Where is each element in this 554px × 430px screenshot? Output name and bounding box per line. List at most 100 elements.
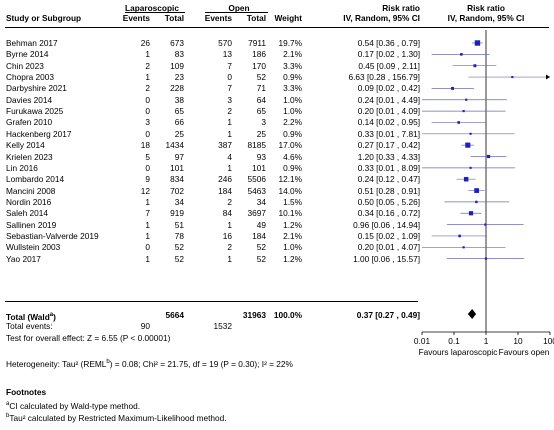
risk-ratio-ci: 0.20 [0.01 , 4.09] xyxy=(357,106,420,117)
risk-ratio-ci: 0.17 [0.02 , 1.30] xyxy=(357,49,420,60)
study-marker xyxy=(465,142,471,148)
weight-value: 19.7% xyxy=(278,38,302,48)
events-open: 2 xyxy=(227,196,232,207)
total-open: 64 xyxy=(256,94,266,105)
total-open: 34 xyxy=(256,196,266,207)
study-name: Kelly 2014 xyxy=(6,140,45,151)
risk-ratio-ci: 0.27 [0.17 , 0.42] xyxy=(357,140,420,151)
weight-value: 12.1% xyxy=(278,174,302,185)
events-laparoscopic: 3 xyxy=(145,117,150,128)
total-laparoscopic: 919 xyxy=(170,208,184,219)
weight-value: 3.3% xyxy=(283,83,302,94)
study-name: Lombardo 2014 xyxy=(6,174,65,185)
risk-ratio-ci: 0.50 [0.05 , 5.26] xyxy=(357,196,420,207)
events-open: 1 xyxy=(227,253,232,264)
x-tick-label: 10 xyxy=(513,336,523,346)
events-open: 13 xyxy=(222,49,232,60)
events-laparoscopic: 12 xyxy=(140,185,150,196)
study-marker xyxy=(469,132,472,135)
events-laparoscopic: 2 xyxy=(145,83,150,94)
x-tick-label: 0.01 xyxy=(414,336,431,346)
risk-ratio-ci: 0.33 [0.01 , 7.81] xyxy=(357,128,420,139)
events-open: 2 xyxy=(227,242,232,253)
effect-method: IV, Random, 95% CI xyxy=(343,13,420,23)
total-open: 7911 xyxy=(248,38,266,48)
total-label: Total (Walda) xyxy=(6,311,56,322)
events-open: 4 xyxy=(227,151,232,162)
total-open: 52 xyxy=(256,242,266,253)
events-open: 1 xyxy=(227,162,232,173)
events-open: 7 xyxy=(227,83,232,94)
weight-value: 1.0% xyxy=(283,242,302,253)
risk-ratio-ci: 0.34 [0.16 , 0.72] xyxy=(357,208,420,219)
events-laparoscopic: 0 xyxy=(145,94,150,105)
col-weight: Weight xyxy=(274,13,303,23)
group2-header: Open xyxy=(228,3,250,13)
study-marker xyxy=(486,154,491,159)
total-laparoscopic: 25 xyxy=(174,128,184,139)
col-total-1: Total xyxy=(164,13,184,23)
events-laparoscopic: 0 xyxy=(145,242,150,253)
events-open: 570 xyxy=(218,38,232,48)
study-name: Lin 2016 xyxy=(6,162,38,173)
total-open: 93 xyxy=(256,151,266,162)
study-marker xyxy=(469,166,472,169)
study-marker xyxy=(474,40,481,46)
study-name: Grafen 2010 xyxy=(6,117,53,128)
events-laparoscopic: 0 xyxy=(145,106,150,117)
events-open: 387 xyxy=(218,140,232,151)
plot-title: Risk ratio xyxy=(467,3,505,13)
events-laparoscopic: 2 xyxy=(145,60,150,71)
events-laparoscopic: 1 xyxy=(145,49,150,60)
total-laparoscopic: 101 xyxy=(170,162,184,173)
events-open: 1 xyxy=(227,128,232,139)
study-name: Darbyshire 2021 xyxy=(6,83,67,94)
weight-value: 10.1% xyxy=(278,208,302,219)
total-open: 52 xyxy=(256,253,266,264)
total-laparoscopic: 34 xyxy=(174,196,184,207)
total-open: 3 xyxy=(261,117,266,128)
group1-underline xyxy=(125,12,185,13)
events-laparoscopic: 1 xyxy=(145,219,150,230)
study-marker xyxy=(462,110,465,113)
col-events-2: Events xyxy=(204,13,232,23)
total-open: 71 xyxy=(256,83,266,94)
study-name: Saleh 2014 xyxy=(6,208,48,219)
study-name: Sebastian-Valverde 2019 xyxy=(6,230,99,241)
weight-value: 0.9% xyxy=(283,72,302,83)
events-open: 246 xyxy=(218,174,232,185)
weight-value: 17.0% xyxy=(278,140,302,151)
footnote-a: aCI calculated by Wald-type method. xyxy=(6,400,141,411)
risk-ratio-ci: 0.54 [0.36 , 0.79] xyxy=(357,38,420,48)
total-events-label: Total events: xyxy=(6,321,53,331)
group2-underline xyxy=(205,12,268,13)
risk-ratio-ci: 0.33 [0.01 , 8.09] xyxy=(357,162,420,173)
events-open: 0 xyxy=(227,72,232,83)
events-laparoscopic: 0 xyxy=(145,162,150,173)
header-rule xyxy=(5,27,549,28)
events-laparoscopic: 1 xyxy=(145,253,150,264)
study-marker xyxy=(475,200,478,204)
study-marker xyxy=(463,176,469,182)
events-laparoscopic: 1 xyxy=(145,72,150,83)
events-open: 184 xyxy=(218,185,232,196)
total-open: 170 xyxy=(252,60,266,71)
events-open: 1 xyxy=(227,219,232,230)
col-events-1: Events xyxy=(122,13,150,23)
total-open: 186 xyxy=(252,49,266,60)
study-marker xyxy=(462,246,465,249)
col-study: Study or Subgroup xyxy=(6,13,82,23)
footnote-b: bTau² calculated by Restricted Maximum-L… xyxy=(6,412,227,423)
weight-value: 4.6% xyxy=(283,151,302,162)
x-tick-label: 1 xyxy=(484,336,489,346)
total-laparoscopic: 673 xyxy=(170,38,184,48)
events-laparoscopic: 1 xyxy=(145,196,150,207)
weight-value: 1.0% xyxy=(283,94,302,105)
study-marker xyxy=(460,53,463,56)
risk-ratio-ci: 0.20 [0.01 , 4.07] xyxy=(357,242,420,253)
events-open: 84 xyxy=(222,208,232,219)
total-laparoscopic: 83 xyxy=(174,49,184,60)
total-open: 52 xyxy=(256,72,266,83)
total-ci: 0.37 [0.27 , 0.49] xyxy=(356,310,420,320)
study-name: Sallinen 2019 xyxy=(6,219,57,230)
